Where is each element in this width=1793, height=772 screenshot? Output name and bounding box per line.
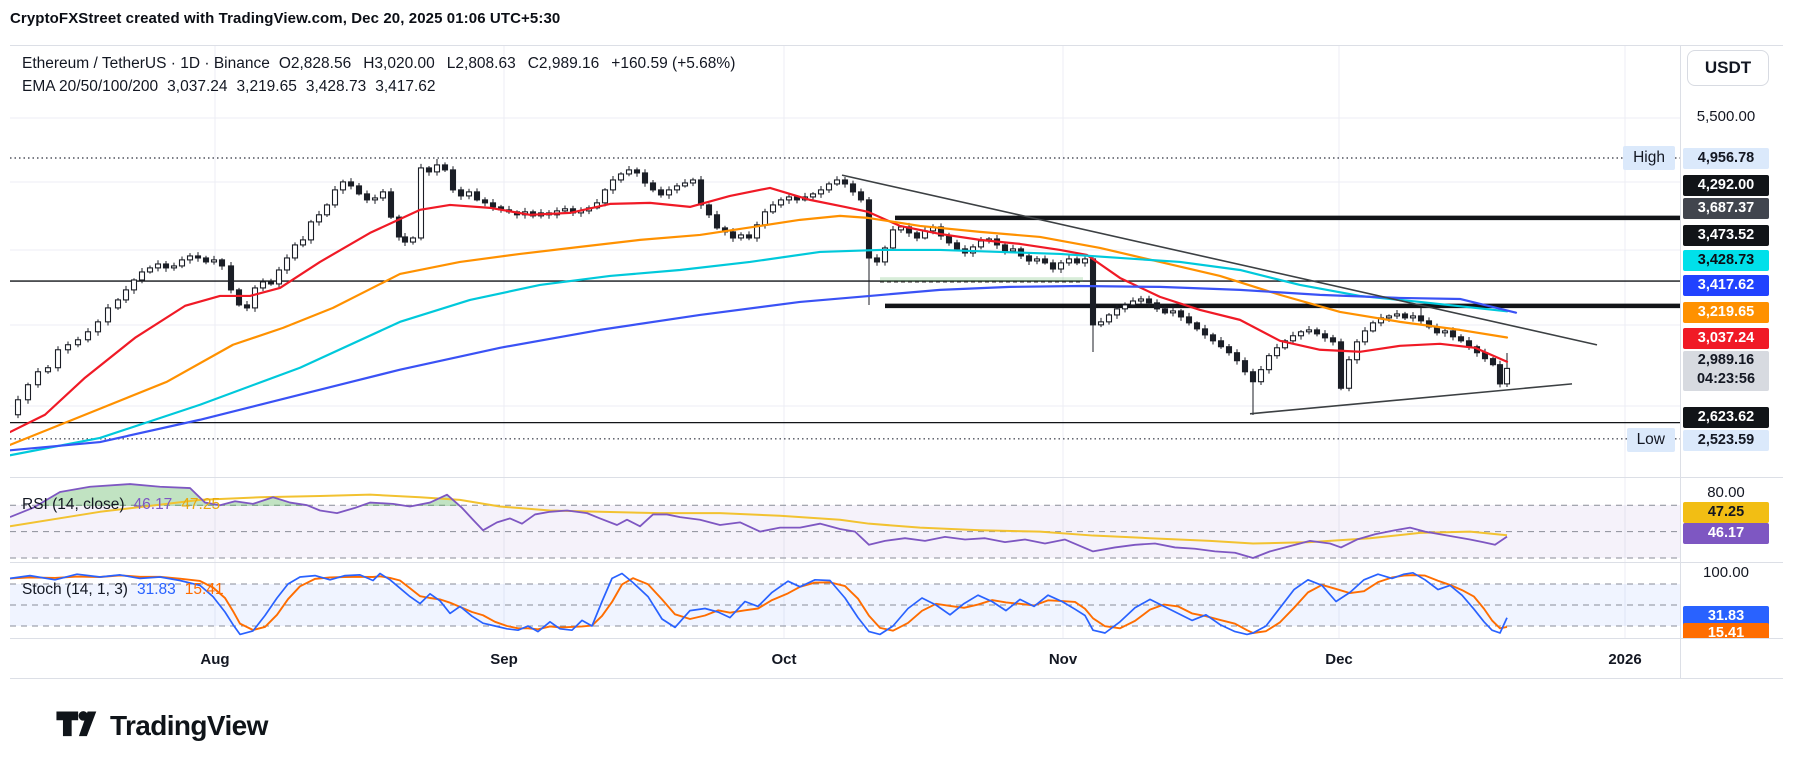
time-label-Nov: Nov xyxy=(1048,651,1078,668)
high-value: H3,020.00 xyxy=(363,55,435,72)
stoch-separator[interactable] xyxy=(10,562,1783,563)
axis-label-2989.16: 2,989.16 04:23:56 xyxy=(1683,351,1769,391)
ema-50-value: 3,219.65 xyxy=(236,78,297,95)
open-value: O2,828.56 xyxy=(278,55,352,72)
symbol-legend-row[interactable]: Ethereum / TetherUS · 1D · Binance O2,82… xyxy=(22,55,735,73)
chart-top-border xyxy=(10,45,1783,46)
axis-label-2623.62: 2,623.62 xyxy=(1683,406,1769,428)
axis-label-4956.78: 4,956.78 xyxy=(1683,147,1769,169)
rsi-legend-row[interactable]: RSI (14, close) 46.17 47.25 xyxy=(22,496,220,514)
axis-label-3219.65: 3,219.65 xyxy=(1683,301,1769,323)
rsi-scale[interactable]: 80.00 47.25 46.17 xyxy=(0,478,1793,562)
time-label-Aug: Aug xyxy=(200,651,230,668)
stoch-title: Stoch (14, 1, 3) xyxy=(22,581,128,598)
ema-20-value: 3,037.24 xyxy=(167,78,228,95)
axis-label-3428.73: 3,428.73 xyxy=(1683,249,1769,271)
axis-label-2523.59: 2,523.59 xyxy=(1683,429,1769,451)
axis-label-47.25: 47.25 xyxy=(1683,501,1769,523)
axis-label-3417.62: 3,417.62 xyxy=(1683,274,1769,296)
stoch-scale[interactable]: 100.00 31.83 15.41 xyxy=(0,563,1793,638)
ema-200-value: 3,417.62 xyxy=(375,78,436,95)
symbol-title[interactable]: Ethereum / TetherUS · 1D · Binance xyxy=(22,55,270,72)
high-tag: High xyxy=(1623,146,1675,170)
axis-label-15.41: 15.41 xyxy=(1683,622,1769,638)
low-value: L2,808.63 xyxy=(446,55,516,72)
stoch-d-value: 15.41 xyxy=(184,581,224,598)
axis-label-31.83: 31.83 xyxy=(1683,605,1769,627)
price-scale[interactable]: 5,500.00 4,956.78 4,292.00 3,687.37 3,473.52… xyxy=(0,45,1793,478)
stoch-legend-row[interactable]: Stoch (14, 1, 3) 31.83 15.41 xyxy=(22,581,224,599)
change-value: +160.59 (+5.68%) xyxy=(611,55,736,72)
axis-label-3687.37: 3,687.37 xyxy=(1683,197,1769,219)
rsi-ma-value: 47.25 xyxy=(181,496,221,513)
close-value: C2,989.16 xyxy=(527,55,600,72)
time-label-2026: 2026 xyxy=(1608,651,1642,668)
axis-label-46.17: 46.17 xyxy=(1683,522,1769,544)
ema-label: EMA 20/50/100/200 xyxy=(22,78,159,95)
widget-bottom-border xyxy=(10,678,1783,679)
axis-label-100.00: 100.00 xyxy=(1703,563,1749,581)
price-axis-border xyxy=(1680,45,1681,678)
low-tag: Low xyxy=(1626,428,1675,452)
rsi-title: RSI (14, close) xyxy=(22,496,125,513)
axis-label-3037.24: 3,037.24 xyxy=(1683,327,1769,349)
rsi-separator[interactable] xyxy=(10,477,1783,478)
time-label-Dec: Dec xyxy=(1325,651,1353,668)
ema-legend-row[interactable]: EMA 20/50/100/200 3,037.24 3,219.65 3,42… xyxy=(22,78,436,96)
tradingview-logo-icon xyxy=(56,711,97,737)
rsi-value: 46.17 xyxy=(133,496,173,513)
axis-label-80.00: 80.00 xyxy=(1707,483,1745,501)
axis-label-3473.52: 3,473.52 xyxy=(1683,224,1769,246)
ema-100-value: 3,428.73 xyxy=(305,78,367,95)
currency-toggle-button[interactable]: USDT xyxy=(1687,50,1769,86)
axis-label-4292.00: 4,292.00 xyxy=(1683,174,1769,196)
time-label-Oct: Oct xyxy=(771,651,797,668)
tradingview-logo[interactable]: TradingView xyxy=(55,706,268,746)
time-scale[interactable]: Aug Sep Oct Nov Dec 2026 xyxy=(0,638,1793,678)
time-label-Sep: Sep xyxy=(490,651,518,668)
stoch-k-value: 31.83 xyxy=(136,581,176,598)
time-axis-border xyxy=(10,638,1783,639)
tradingview-logo-text: TradingView xyxy=(110,710,268,741)
ohlc-values: O2,828.56 H3,020.00 L2,808.63 C2,989.16 +160… xyxy=(279,55,736,73)
axis-label-5500.00: 5,500.00 xyxy=(1696,107,1756,125)
attribution-header: CryptoFXStreet created with TradingView.… xyxy=(10,10,561,27)
